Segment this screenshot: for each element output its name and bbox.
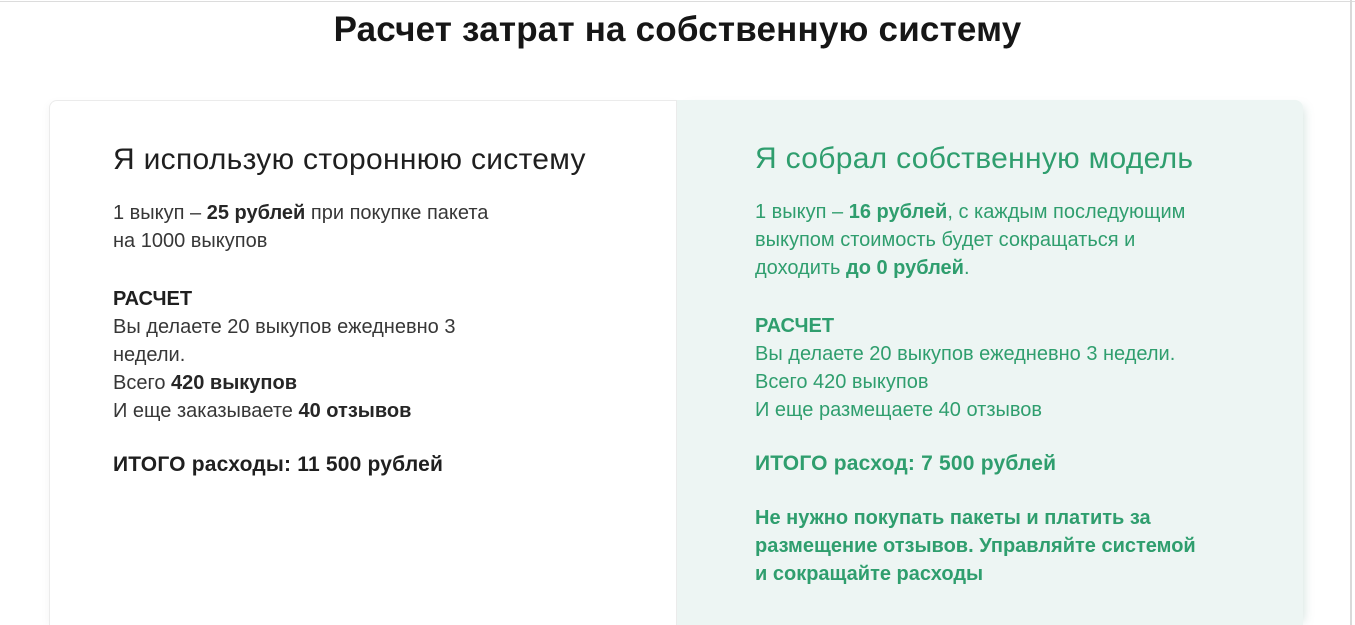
calc-label: РАСЧЕТ <box>113 288 193 310</box>
own-model-calc: РАСЧЕТ Вы делаете 20 выкупов ежедневно 3… <box>755 312 1205 424</box>
calc-line-reviews: И еще заказываете 40 отзывов <box>113 397 495 425</box>
calc-line-total-buyouts: Всего 420 выкупов <box>113 369 495 397</box>
own-model-note: Не нужно покупать пакеты и платить за ра… <box>755 507 1196 585</box>
third-party-card: Я использую стороннюю систему 1 выкуп – … <box>49 100 677 625</box>
page-title: Расчет затрат на собственную систему <box>333 10 1022 49</box>
own-model-total: ИТОГО расход: 7 500 рублей <box>755 452 1057 475</box>
buyouts-highlight: 420 выкупов <box>171 372 298 394</box>
intro-text: 1 выкуп – <box>755 201 849 223</box>
third-party-heading: Я использую стороннюю систему <box>113 143 586 176</box>
top-divider <box>0 1 1355 2</box>
price-highlight: 25 рублей <box>206 202 306 224</box>
calc-line-daily: Вы делаете 20 выкупов ежедневно 3 недели… <box>755 343 1176 365</box>
own-model-heading: Я собрал собственную модель <box>755 142 1194 175</box>
calc-line-reviews: И еще размещаете 40 отзывов <box>755 399 1043 421</box>
calc-label: РАСЧЕТ <box>755 315 835 337</box>
own-model-card: Я собрал собственную модель 1 выкуп – 16… <box>677 100 1303 625</box>
third-party-calc: РАСЧЕТ Вы делаете 20 выкупов ежедневно 3… <box>113 285 495 425</box>
calc-line-daily: Вы делаете 20 выкупов ежедневно 3 недели… <box>113 316 456 366</box>
scrollbar[interactable] <box>1350 0 1352 625</box>
calc-text: Всего <box>113 372 171 394</box>
calc-text: И еще заказываете <box>113 400 299 422</box>
own-model-intro: 1 выкуп – 16 рублей, с каждым последующи… <box>755 198 1197 282</box>
intro-text: 1 выкуп – <box>113 202 207 224</box>
third-party-total: ИТОГО расходы: 11 500 рублей <box>113 453 444 476</box>
intro-text: , с каждым последующим выкупом стоимость… <box>755 201 1186 279</box>
intro-text: при покупке пакета на 1000 выкупов <box>113 202 489 252</box>
comparison-cards: Я использую стороннюю систему 1 выкуп – … <box>49 100 1303 625</box>
intro-text: . <box>963 257 970 279</box>
zero-rubles-highlight: до 0 рублей <box>846 257 964 279</box>
calc-line-total-buyouts: Всего 420 выкупов <box>755 371 929 393</box>
reviews-highlight: 40 отзывов <box>298 400 412 422</box>
third-party-intro: 1 выкуп – 25 рублей при покупке пакета н… <box>113 199 511 255</box>
price-highlight: 16 рублей <box>848 201 948 223</box>
